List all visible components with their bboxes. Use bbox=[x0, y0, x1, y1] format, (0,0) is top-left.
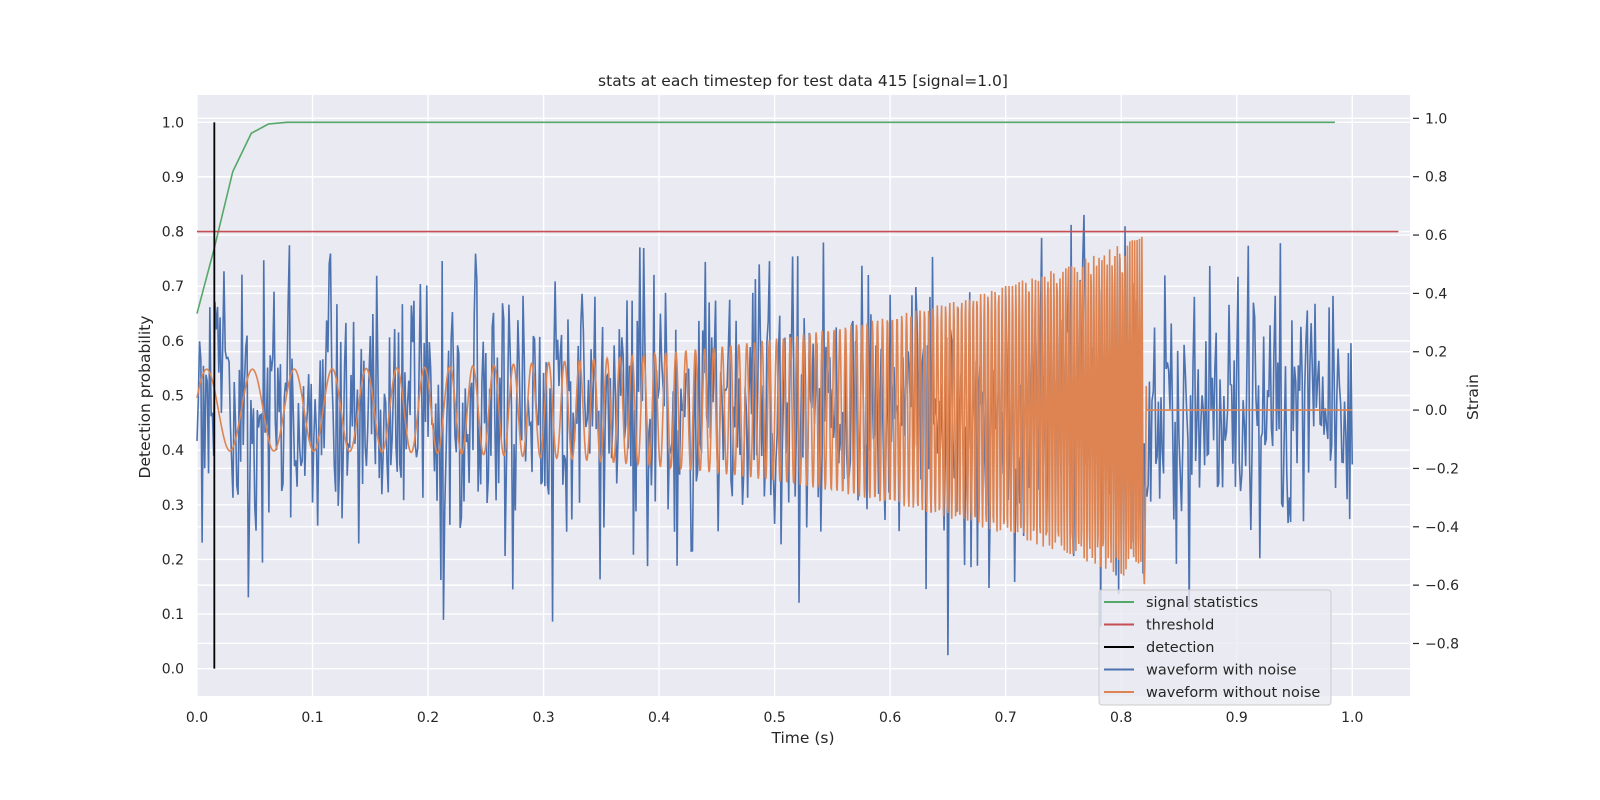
x-tick-label: 0.5 bbox=[763, 710, 785, 726]
y-axis-left-ticks: 0.0 0.1 0.2 0.3 0.4 0.5 0.6 0.7 0.8 0.9 1.0 bbox=[162, 115, 184, 677]
y-tick-label: 0.0 bbox=[162, 662, 184, 678]
series-layer bbox=[196, 121, 1399, 669]
y-right-tick-label: −0.4 bbox=[1425, 520, 1459, 536]
y-right-tick-label: −0.6 bbox=[1425, 578, 1459, 594]
legend-label: threshold bbox=[1146, 618, 1214, 634]
y-axis-right-label: Strain bbox=[1464, 374, 1482, 420]
y-right-tick-label: −0.8 bbox=[1425, 636, 1459, 652]
x-tick-label: 0.0 bbox=[186, 710, 208, 726]
y-tick-label: 0.1 bbox=[162, 607, 184, 623]
x-tick-label: 0.4 bbox=[648, 710, 670, 726]
y-right-tick-label: 0.4 bbox=[1425, 286, 1447, 302]
y-tick-label: 0.6 bbox=[162, 334, 184, 350]
legend-label: signal statistics bbox=[1146, 595, 1258, 611]
x-tick-label: 0.1 bbox=[301, 710, 323, 726]
legend-label: waveform with noise bbox=[1146, 663, 1297, 679]
y-tick-label: 0.4 bbox=[162, 443, 184, 459]
y-tick-label: 0.3 bbox=[162, 498, 184, 514]
x-tick-label: 0.6 bbox=[879, 710, 901, 726]
y-tick-label: 0.9 bbox=[162, 170, 184, 186]
x-axis-ticks: 0.0 0.1 0.2 0.3 0.4 0.5 0.6 0.7 0.8 0.9 1.0 bbox=[186, 710, 1364, 726]
y-tick-label: 0.5 bbox=[162, 389, 184, 405]
series-signal-statistics bbox=[196, 121, 1335, 314]
y-right-tick-label: 0.0 bbox=[1425, 403, 1447, 419]
y-right-tick-label: 0.6 bbox=[1425, 228, 1447, 244]
y-axis-right-ticks: −0.8 −0.6 −0.4 −0.2 0.0 0.2 0.4 0.6 0.8 1.0 bbox=[1413, 111, 1459, 652]
y-right-tick-label: 1.0 bbox=[1425, 111, 1447, 127]
legend: signal statistics threshold detection wavef… bbox=[1098, 589, 1332, 706]
x-tick-label: 0.3 bbox=[532, 710, 554, 726]
legend-box bbox=[1098, 589, 1332, 706]
x-tick-label: 0.8 bbox=[1110, 710, 1132, 726]
y-tick-label: 0.2 bbox=[162, 552, 184, 568]
chart-title: stats at each timestep for test data 415… bbox=[598, 72, 1008, 90]
x-tick-label: 1.0 bbox=[1341, 710, 1363, 726]
series-waveform-without-noise bbox=[196, 236, 1353, 585]
x-tick-label: 0.9 bbox=[1226, 710, 1248, 726]
x-axis-label: Time (s) bbox=[770, 729, 834, 747]
y-tick-label: 0.7 bbox=[162, 279, 184, 295]
x-tick-label: 0.2 bbox=[417, 710, 439, 726]
series-waveform-with-noise bbox=[196, 214, 1354, 656]
y-right-tick-label: 0.8 bbox=[1425, 170, 1447, 186]
y-tick-label: 1.0 bbox=[162, 115, 184, 131]
y-tick-label: 0.8 bbox=[162, 225, 184, 241]
y-axis-label: Detection probability bbox=[136, 316, 154, 479]
legend-label: detection bbox=[1146, 640, 1214, 656]
y-right-tick-label: 0.2 bbox=[1425, 345, 1447, 361]
y-right-tick-label: −0.2 bbox=[1425, 461, 1459, 477]
x-tick-label: 0.7 bbox=[995, 710, 1017, 726]
legend-label: waveform without noise bbox=[1146, 685, 1320, 701]
